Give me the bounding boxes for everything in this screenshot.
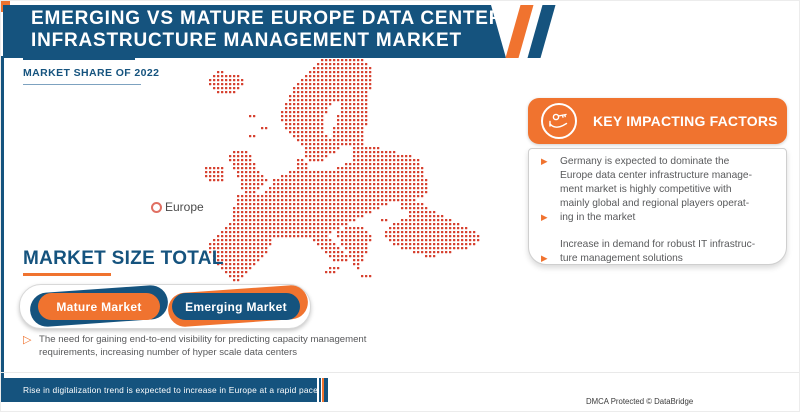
key-factor-text: ing in the market: [560, 211, 636, 223]
arrow-bullet-icon: ▶: [541, 253, 548, 264]
bottom-bar-end-stripe-orange: [321, 378, 324, 402]
europe-label: Europe: [165, 200, 204, 214]
key-factor-line: ▶ Germany is expected to dominate the: [529, 155, 786, 169]
key-factor-line: ▶ ture management solutions: [529, 252, 786, 266]
page-title-line2: INFRASTRUCTURE MANAGEMENT MARKET: [31, 30, 462, 51]
left-rule: [1, 56, 4, 402]
arrow-bullet-spacer: [541, 183, 560, 197]
market-size-title: MARKET SIZE TOTAL: [23, 248, 224, 269]
legend-button-group: Mature Market Emerging Market: [19, 284, 311, 329]
key-factor-text: Germany is expected to dominate the: [560, 156, 730, 167]
key-factors-card: ▶ Germany is expected to dominate the Euro…: [528, 148, 787, 265]
market-size-underline: [23, 273, 111, 276]
key-factor-line: ▶ ing in the market: [529, 211, 786, 225]
key-factors-title-text: KEY IMPACTING FACTORS: [593, 113, 778, 129]
arrow-bullet-spacer: [541, 238, 560, 252]
bottom-bar-text: Rise in digitalization trend is expected…: [23, 385, 317, 395]
mature-market-label: Mature Market: [56, 299, 142, 314]
banner-stripe-blue: [527, 5, 556, 58]
banner-underline: [23, 58, 135, 60]
arrow-bullet-icon: ▶: [541, 156, 548, 166]
market-size-note: The need for gaining end-to-end visibili…: [39, 334, 367, 358]
emerging-market-label: Emerging Market: [185, 299, 287, 314]
arrow-bullet-spacer: [541, 169, 560, 183]
bottom-bar: Rise in digitalization trend is expected…: [1, 378, 317, 402]
dmca-notice: DMCA Protected © DataBridge: [586, 397, 694, 406]
title-banner: [3, 5, 506, 58]
key-factors-title: KEY IMPACTING FACTORS: [593, 98, 778, 144]
key-factor-line: mainly global and regional players opera…: [529, 197, 786, 211]
key-factor-text: Increase in demand for robust IT infrast…: [560, 239, 756, 251]
mature-market-button[interactable]: Mature Market: [38, 293, 160, 320]
key-factor-line: ment market is highly competitive with: [529, 183, 786, 197]
europe-dot-map-svg: [205, 59, 480, 282]
arrow-bullet-icon: ▶: [541, 211, 548, 222]
page-title-line1: EMERGING VS MATURE EUROPE DATA CENTER: [31, 8, 504, 29]
arrow-bullet-spacer: [541, 225, 560, 239]
triangle-bullet-icon: ▷: [23, 334, 32, 346]
key-factor-line: Increase in demand for robust IT infrast…: [529, 238, 786, 252]
emerging-market-button[interactable]: Emerging Market: [172, 293, 300, 320]
europe-dot-map: [201, 59, 481, 285]
key-factor-text: ture management solutions: [560, 253, 683, 265]
hand-key-icon: [541, 103, 577, 139]
key-factor-line: Europe data center infrastructure manage…: [529, 169, 786, 183]
location-marker-icon: [151, 202, 162, 213]
market-share-label: MARKET SHARE OF 2022: [23, 67, 160, 79]
page-title: EMERGING VS MATURE EUROPE DATA CENTER IN…: [31, 8, 503, 52]
bottom-divider: [1, 372, 799, 373]
bottom-bar-end-stripe-blue: [324, 378, 328, 402]
arrow-bullet-spacer: [541, 197, 560, 211]
key-factor-line: [529, 225, 786, 239]
market-share-underline: [23, 84, 141, 85]
key-factor-text: ment market is highly competitive with: [560, 183, 732, 195]
bottom-bar-end-stripe: [319, 378, 321, 402]
key-factor-text: Europe data center infrastructure manage…: [560, 169, 752, 181]
key-factor-text: mainly global and regional players opera…: [560, 197, 750, 209]
